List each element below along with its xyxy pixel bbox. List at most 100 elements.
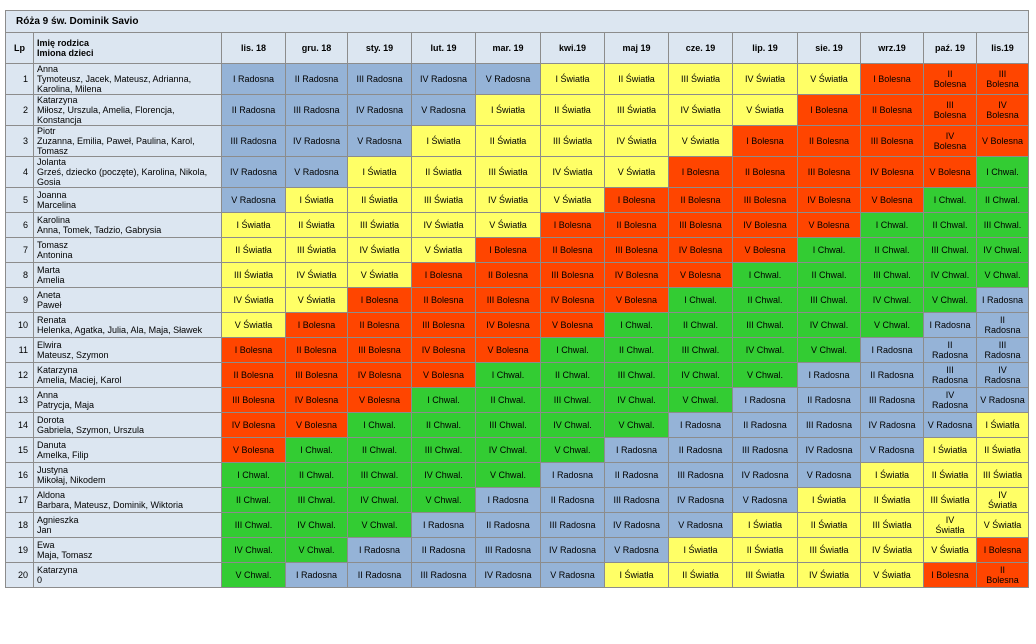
mystery-cell: III Radosna [411,562,476,588]
family-names-cell: Danuta Amelka, Filip [33,437,222,463]
parent-name: Katarzyna [37,95,78,106]
mystery-cell: II Światła [221,237,286,263]
mystery-cell: III Światła [923,487,977,513]
row-number: 16 [5,462,34,488]
mystery-label: IV Światła [744,74,786,84]
mystery-cell: V Radosna [285,156,348,188]
mystery-cell: II Bolesna [475,262,541,288]
mystery-label: IV Radosna [355,105,404,115]
mystery-label: II Światła [235,245,272,255]
mystery-label: III Światła [488,167,528,177]
mystery-label: V Chwal. [873,320,910,330]
mystery-cell: IV Radosna [475,562,541,588]
parent-name: Joanna [37,190,67,200]
month-header: paź. 19 [923,32,977,64]
mystery-label: V Światła [983,520,1022,530]
mystery-cell: IV Bolesna [797,187,861,213]
mystery-label: III Bolesna [807,167,851,177]
mystery-label: I Światła [299,195,334,205]
mystery-cell: III Radosna [923,362,977,388]
mystery-cell: III Światła [797,537,861,563]
mystery-cell: V Radosna [976,387,1029,413]
mystery-label: I Chwal. [684,295,717,305]
mystery-cell: IV Radosna [347,94,412,126]
mystery-label: I Bolesna [553,220,592,230]
family-names-cell: Katarzyna Miłosz, Urszula, Amelia, Floren… [33,94,222,126]
mystery-cell: I Radosna [475,487,541,513]
mystery-label: II Bolesna [359,320,400,330]
month-header: lut. 19 [411,32,476,64]
row-number: 6 [5,212,34,238]
row-number: 1 [5,63,34,95]
mystery-cell: II Bolesna [668,187,733,213]
mystery-label: III Światła [359,220,399,230]
row-number: 12 [5,362,34,388]
mystery-cell: II Radosna [976,312,1029,338]
table-row: 6 Karolina Anna, Tomek, Tadzio, Gabrysia I … [5,212,1029,238]
mystery-cell: III Chwal. [347,462,412,488]
mystery-label: II Bolesna [986,565,1019,585]
mystery-label: V Światła [746,105,784,115]
mystery-label: III Chwal. [489,420,527,430]
mystery-label: I Radosna [551,470,594,480]
mystery-cell: V Chwal. [411,487,476,513]
mystery-cell: IV Chwal. [347,487,412,513]
mystery-label: II Bolesna [296,345,337,355]
mystery-cell: I Bolesna [475,237,541,263]
mystery-cell: I Światła [923,437,977,463]
mystery-cell: V Światła [923,537,977,563]
mystery-label: IV Radosna [612,520,661,530]
mystery-label: V Chwal. [298,545,335,555]
mystery-label: I Radosna [981,295,1024,305]
mystery-cell: IV Radosna [797,437,861,463]
family-names-cell: Aneta Paweł [33,287,222,313]
mystery-cell: V Radosna [475,63,541,95]
mystery-label: II Światła [682,570,719,580]
mystery-label: II Radosna [294,74,339,84]
table-row: 4 Jolanta Grześ, dziecko (poczęte), Karoli… [5,156,1029,188]
mystery-label: I Chwal. [491,370,525,380]
mystery-cell: IV Chwal. [732,337,798,363]
mystery-label: V Bolesna [615,295,658,305]
family-names-cell: Ewa Maja, Tomasz [33,537,222,563]
mystery-label: I Chwal. [237,470,270,480]
mystery-label: IV Bolesna [294,395,339,405]
mystery-cell: II Radosna [221,94,286,126]
mystery-cell: II Bolesna [732,156,798,188]
parent-name: Justyna [37,465,69,475]
mystery-label: I Bolesna [810,105,848,115]
mystery-cell: I Bolesna [604,187,669,213]
mystery-label: II Radosna [421,545,466,555]
row-number: 14 [5,412,34,438]
mystery-label: IV Światła [487,195,529,205]
parent-name: Anna [37,390,59,400]
mystery-label: I Chwal. [933,195,967,205]
mystery-label: III Bolesna [615,245,658,255]
mystery-cell: I Chwal. [221,462,286,488]
mystery-cell: IV Chwal. [411,462,476,488]
mystery-label: I Radosna [615,445,658,455]
mystery-label: II Bolesna [680,195,721,205]
mystery-label: I Chwal. [300,445,333,455]
mystery-label: II Radosna [357,570,402,580]
mystery-cell: V Radosna [668,512,733,538]
mystery-cell: IV Światła [976,487,1029,513]
mystery-label: III Światła [872,520,912,530]
mystery-label: II Światła [746,545,784,555]
table-row: 3 Piotr Zuzanna, Emilia, Paweł, Paulina, K… [5,125,1029,157]
mystery-cell: V Radosna [221,187,286,213]
mystery-label: III Radosna [420,570,467,580]
mystery-label: I Chwal. [427,395,460,405]
mystery-cell: III Chwal. [976,212,1029,238]
mystery-cell: I Bolesna [923,562,977,588]
mystery-cell: III Światła [347,212,412,238]
table-row: 20 Katarzyna 0 V Chwal. I Radosna II Radosna I… [5,562,1029,588]
row-number: 11 [5,337,34,363]
mystery-label: II Radosna [231,105,276,115]
mystery-label: III Radosna [613,495,660,505]
mystery-label: IV Radosna [548,545,597,555]
mystery-cell: II Bolesna [797,125,861,157]
mystery-cell: V Chwal. [475,462,541,488]
mystery-cell: III Chwal. [923,237,977,263]
table-row: 11 Elwira Mateusz, Szymon I Bolesna II Boles… [5,337,1029,363]
